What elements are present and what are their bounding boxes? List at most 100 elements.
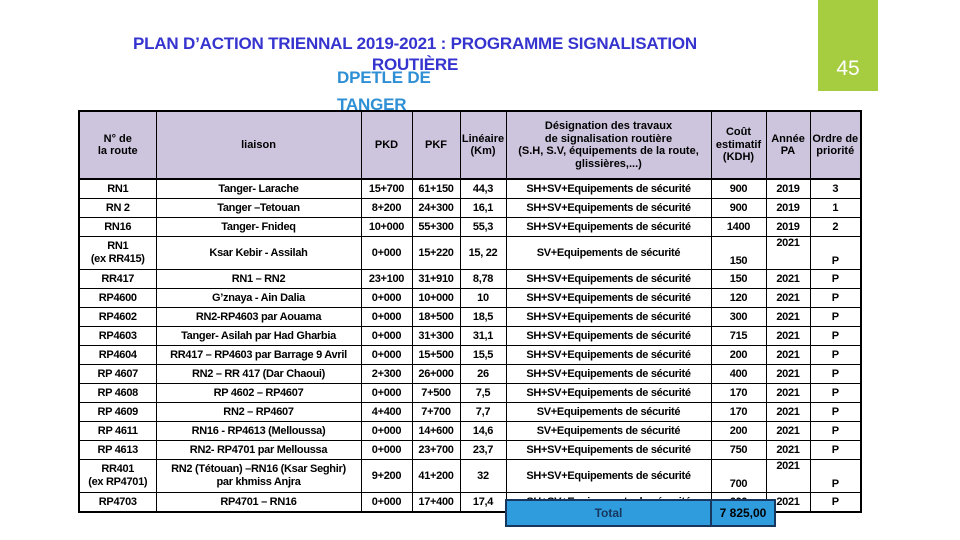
table-cell: 15+500	[411, 345, 461, 365]
table-cell: RP4703	[78, 492, 157, 513]
table-cell: RN2 (Tétouan) –RN16 (Ksar Seghir) par kh…	[155, 459, 362, 493]
column-header: PKF	[411, 110, 461, 180]
table-cell: 150	[710, 269, 767, 289]
table-cell: Tanger –Tetouan	[155, 198, 362, 218]
table-cell: Ksar Kebir - Assilah	[155, 236, 362, 270]
column-header: Linéaire (Km)	[459, 110, 507, 180]
table-cell: 900	[710, 198, 767, 218]
table-cell: P	[809, 492, 862, 513]
table-cell: SV+Equipements de sécurité	[505, 402, 712, 422]
total-row: Total 7 825,00	[505, 499, 776, 527]
table-cell: SH+SV+Equipements de sécurité	[505, 217, 712, 237]
table-cell: RN2- RP4701 par Melloussa	[155, 440, 362, 460]
table-cell: RN2 – RP4607	[155, 402, 362, 422]
table-header: N° de la route liaison PKD PKF Linéaire (Km)…	[78, 110, 862, 180]
table-cell: RP4701 – RN16	[155, 492, 362, 513]
table-cell: P	[809, 345, 862, 365]
table-cell: P	[809, 307, 862, 327]
table-cell: SH+SV+Equipements de sécurité	[505, 178, 712, 199]
table-cell: 170	[710, 402, 767, 422]
column-header: Coût estimatif (KDH)	[710, 110, 767, 180]
table-cell: RN1 – RN2	[155, 269, 362, 289]
table-cell: P	[809, 402, 862, 422]
table-cell: 7,7	[459, 402, 507, 422]
table-row: RP4603 Tanger- Asilah par Had Gharbia 0+00…	[78, 326, 862, 346]
table-cell: RP4600	[78, 288, 157, 308]
table-cell: Tanger- Fnideq	[155, 217, 362, 237]
table-cell: 23+100	[360, 269, 413, 289]
table-cell: 2019	[765, 217, 811, 237]
table-cell: SH+SV+Equipements de sécurité	[505, 364, 712, 384]
table-row: RP4604 RR417 – RP4603 par Barrage 9 Avril…	[78, 345, 862, 365]
table-cell: P	[809, 440, 862, 460]
table-cell: 15+220	[411, 236, 461, 270]
column-header: liaison	[155, 110, 362, 180]
table-cell: 7+700	[411, 402, 461, 422]
table-row: RR401 (ex RP4701) RN2 (Tétouan) –RN16 (Ks…	[78, 459, 862, 493]
table-row: RP4602 RN2-RP4603 par Aouama 0+000 18+500 18…	[78, 307, 862, 327]
table-cell: RN16 - RP4613 (Melloussa)	[155, 421, 362, 441]
table-row: RR417 RN1 – RN2 23+100 31+910 8,78 SH+SV+Equi…	[78, 269, 862, 289]
table-cell: G’znaya - Ain Dalia	[155, 288, 362, 308]
table-cell: 10+000	[360, 217, 413, 237]
table-cell: 2021	[765, 326, 811, 346]
table-cell: 55+300	[411, 217, 461, 237]
table-cell: 0+000	[360, 326, 413, 346]
table-cell: 900	[710, 178, 767, 199]
table-cell: P	[809, 269, 862, 289]
table-cell: 2021	[765, 288, 811, 308]
table-row: RN16 Tanger- Fnideq 10+000 55+300 55,3 SH+SV+…	[78, 217, 862, 237]
total-label: Total	[507, 501, 712, 525]
table-cell: SH+SV+Equipements de sécurité	[505, 288, 712, 308]
table-cell: RN1	[78, 178, 157, 199]
table-cell: SH+SV+Equipements de sécurité	[505, 459, 712, 493]
table-cell: 2021	[765, 345, 811, 365]
table-header-row: N° de la route liaison PKD PKF Linéaire (Km)…	[78, 110, 862, 180]
table-cell: 24+300	[411, 198, 461, 218]
column-header: PKD	[360, 110, 413, 180]
table-cell: 32	[459, 459, 507, 493]
table-cell: 0+000	[360, 345, 413, 365]
table-cell: RN2-RP4603 par Aouama	[155, 307, 362, 327]
table-cell: 31+300	[411, 326, 461, 346]
table-cell: 150	[710, 236, 767, 270]
table-cell: P	[809, 236, 862, 270]
table-cell: RN2 – RR 417 (Dar Chaoui)	[155, 364, 362, 384]
table-cell: RP 4607	[78, 364, 157, 384]
table-cell: 0+000	[360, 288, 413, 308]
table-cell: 18,5	[459, 307, 507, 327]
table-cell: RP 4609	[78, 402, 157, 422]
table-cell: 0+000	[360, 236, 413, 270]
table-cell: 2019	[765, 178, 811, 199]
table-cell: 55,3	[459, 217, 507, 237]
table-cell: 2021	[765, 421, 811, 441]
table-cell: 14,6	[459, 421, 507, 441]
table-cell: RR401 (ex RP4701)	[78, 459, 157, 493]
table-cell: 2021	[765, 236, 811, 270]
table-cell: 8+200	[360, 198, 413, 218]
table-cell: 2021	[765, 269, 811, 289]
page-number: 45	[836, 57, 860, 80]
table-cell: 2021	[765, 459, 811, 493]
table-cell: 2021	[765, 383, 811, 403]
table-cell: RP 4611	[78, 421, 157, 441]
table-row: RN 2 Tanger –Tetouan 8+200 24+300 16,1 SH+SV+…	[78, 198, 862, 218]
table-cell: 1400	[710, 217, 767, 237]
table-cell: 31+910	[411, 269, 461, 289]
table-cell: P	[809, 459, 862, 493]
table-cell: 1	[809, 198, 862, 218]
table-cell: 9+200	[360, 459, 413, 493]
table-cell: 2021	[765, 307, 811, 327]
table-row: RP 4609 RN2 – RP4607 4+400 7+700 7,7 SV+Equip…	[78, 402, 862, 422]
table-cell: 7,5	[459, 383, 507, 403]
table-cell: SH+SV+Equipements de sécurité	[505, 383, 712, 403]
table-cell: SH+SV+Equipements de sécurité	[505, 198, 712, 218]
table-cell: 23,7	[459, 440, 507, 460]
table-row: RP 4607 RN2 – RR 417 (Dar Chaoui) 2+300 26+…	[78, 364, 862, 384]
table-cell: 14+600	[411, 421, 461, 441]
table-cell: 0+000	[360, 492, 413, 513]
table-cell: 750	[710, 440, 767, 460]
table-cell: 31,1	[459, 326, 507, 346]
table-cell: 0+000	[360, 440, 413, 460]
